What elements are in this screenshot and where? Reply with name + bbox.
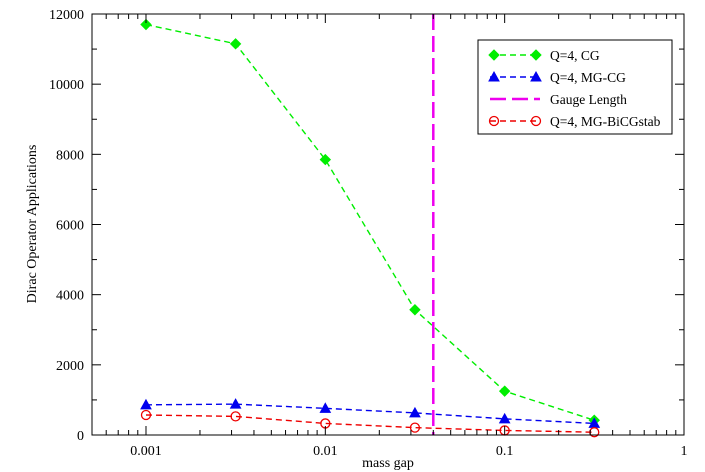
data-point [409,406,421,418]
legend-label: Q=4, MG-CG [550,70,626,85]
data-point [230,411,241,422]
x-tick-label: 0.1 [496,444,514,459]
data-point [319,402,332,413]
data-point [140,409,152,421]
x-tick-label: 0.001 [130,444,162,459]
legend-marker [488,49,500,61]
legend-marker [530,70,542,82]
x-tick-label: 1 [681,444,688,459]
legend-marker [530,49,542,61]
data-point [229,398,242,409]
axes: 0.001 0.01 0.1 1 0 2000 4000 6000 8000 10000 12000 [49,8,688,459]
data-point [409,304,421,316]
y-tick-label: 8000 [56,148,84,163]
data-point [140,18,152,31]
x-tick-label: 0.01 [313,444,338,459]
legend-item-3: Gauge Length [490,92,627,107]
series-line [145,414,595,433]
y-tick-label: 2000 [56,359,84,374]
y-tick-label: 12000 [49,8,84,23]
legend-marker [488,115,500,127]
data-point [498,412,511,424]
series-line [145,23,595,421]
legend-item-2: Q=4, MG-CG [488,70,626,85]
legend-marker [530,115,542,127]
data-point [409,422,421,433]
data-point [319,153,332,166]
legend-marker [488,70,500,82]
y-tick-label: 6000 [56,219,84,234]
series-4 [140,409,600,438]
y-tick-label: 4000 [56,289,84,304]
legend-label: Gauge Length [550,92,627,107]
legend-item-4: Q=4, MG-BiCGstab [488,114,661,129]
legend-label: Q=4, CG [550,48,600,63]
data-point [498,385,511,397]
legend-item-1: Q=4, CG [488,48,600,63]
series-2 [140,398,601,428]
y-axis-label: Dirac Operator Applications [25,145,40,304]
y-tick-label: 0 [77,429,84,444]
series-line [145,403,595,425]
x-axis-label: mass gap [362,456,414,471]
y-tick-label: 10000 [49,78,84,93]
data-point [229,38,242,50]
legend-label: Q=4, MG-BiCGstab [550,114,661,129]
plot-content [140,14,601,438]
legend: Q=4, CG Q=4, MG-CG Gauge Length Q=4, MG-BiC… [477,39,673,135]
data-point [140,398,152,410]
